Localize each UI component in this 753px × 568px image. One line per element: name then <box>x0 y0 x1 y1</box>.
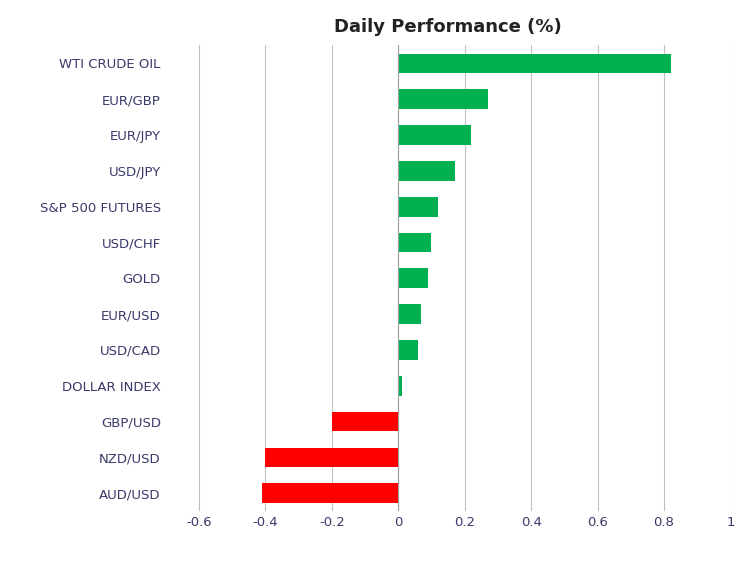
Bar <box>398 125 471 145</box>
Bar <box>398 161 455 181</box>
Bar <box>398 340 418 360</box>
Bar <box>398 53 671 73</box>
Bar <box>398 376 401 396</box>
Bar <box>332 412 398 432</box>
Bar <box>262 483 398 503</box>
Bar <box>398 233 431 252</box>
Title: Daily Performance (%): Daily Performance (%) <box>334 18 562 36</box>
Bar <box>265 448 398 467</box>
Bar <box>398 89 488 109</box>
Bar <box>398 269 428 288</box>
Bar <box>398 197 438 216</box>
Bar <box>398 304 422 324</box>
